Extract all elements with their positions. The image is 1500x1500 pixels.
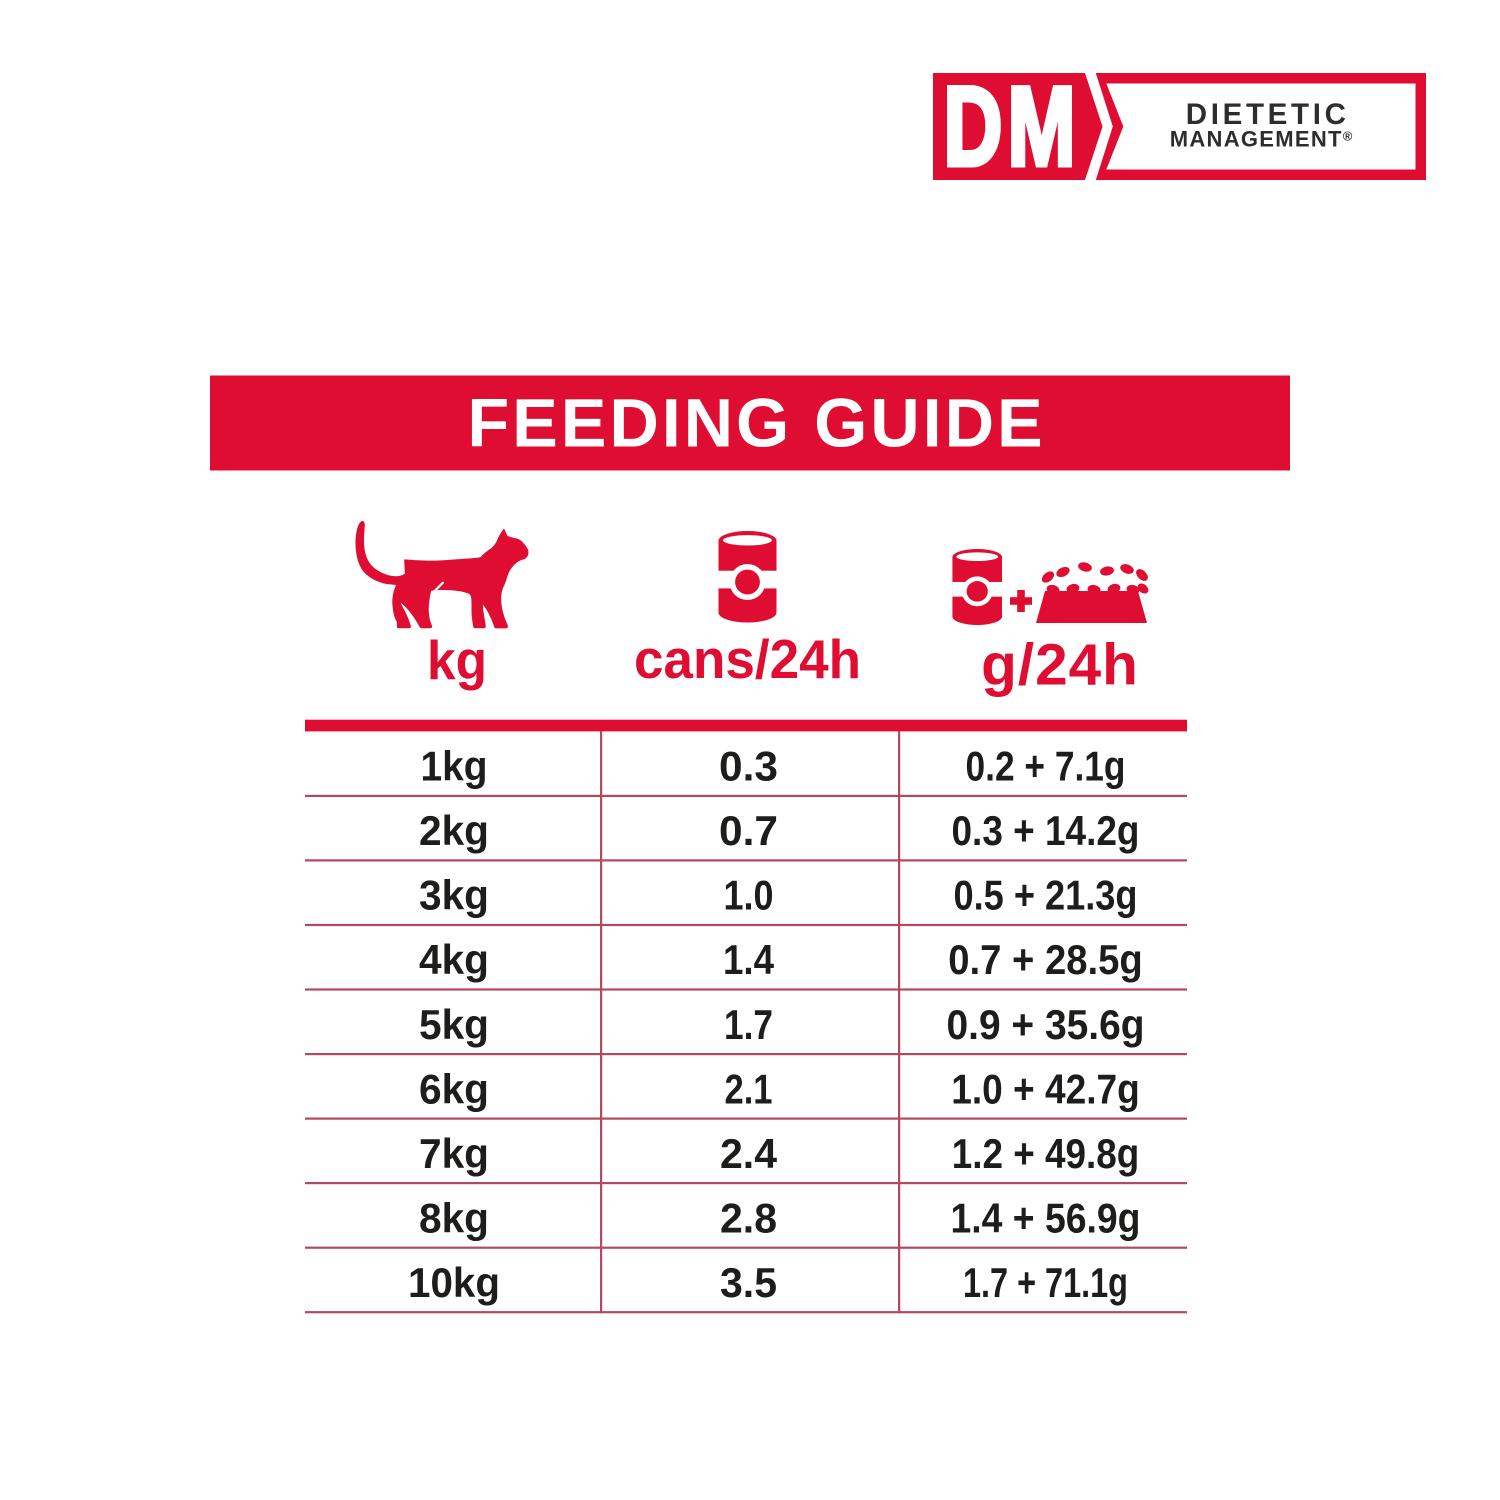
svg-text:0.7 + 28.5g: 0.7 + 28.5g	[948, 936, 1143, 983]
svg-text:MANAGEMENT®: MANAGEMENT®	[1170, 127, 1354, 152]
svg-text:2kg: 2kg	[419, 807, 489, 854]
svg-text:4kg: 4kg	[419, 936, 489, 983]
svg-text:8kg: 8kg	[419, 1194, 489, 1241]
svg-text:1.4: 1.4	[723, 936, 774, 983]
svg-text:DM: DM	[943, 63, 1080, 189]
svg-text:1.7 + 71.1g: 1.7 + 71.1g	[963, 1259, 1128, 1306]
svg-text:0.5 + 21.3g: 0.5 + 21.3g	[954, 872, 1138, 919]
svg-text:1.4 + 56.9g: 1.4 + 56.9g	[951, 1194, 1141, 1241]
svg-text:7kg: 7kg	[419, 1130, 489, 1177]
svg-text:cans/24h: cans/24h	[634, 629, 861, 690]
svg-text:6kg: 6kg	[419, 1065, 489, 1112]
svg-text:0.9 + 35.6g: 0.9 + 35.6g	[947, 1001, 1145, 1048]
svg-text:g/24h: g/24h	[981, 633, 1139, 698]
svg-text:0.3: 0.3	[719, 743, 778, 790]
svg-text:3.5: 3.5	[720, 1259, 777, 1306]
svg-text:3kg: 3kg	[419, 872, 489, 919]
svg-text:1.7: 1.7	[724, 1001, 773, 1048]
svg-text:2.4: 2.4	[720, 1130, 777, 1177]
svg-text:1.0: 1.0	[724, 872, 774, 919]
svg-text:DIETETIC: DIETETIC	[1186, 98, 1350, 131]
svg-text:2.8: 2.8	[720, 1194, 777, 1241]
svg-text:0.2 + 7.1g: 0.2 + 7.1g	[966, 743, 1126, 790]
svg-text:FEEDING GUIDE: FEEDING GUIDE	[467, 385, 1045, 462]
svg-text:0.7: 0.7	[719, 807, 778, 854]
svg-text:1.0 + 42.7g: 1.0 + 42.7g	[951, 1065, 1140, 1112]
svg-text:1kg: 1kg	[421, 743, 488, 790]
svg-text:2.1: 2.1	[725, 1065, 773, 1112]
svg-text:10kg: 10kg	[408, 1259, 500, 1306]
svg-text:kg: kg	[427, 629, 487, 691]
svg-text:5kg: 5kg	[419, 1001, 489, 1048]
svg-text:0.3 + 14.2g: 0.3 + 14.2g	[952, 807, 1140, 854]
svg-text:1.2 + 49.8g: 1.2 + 49.8g	[952, 1130, 1140, 1177]
